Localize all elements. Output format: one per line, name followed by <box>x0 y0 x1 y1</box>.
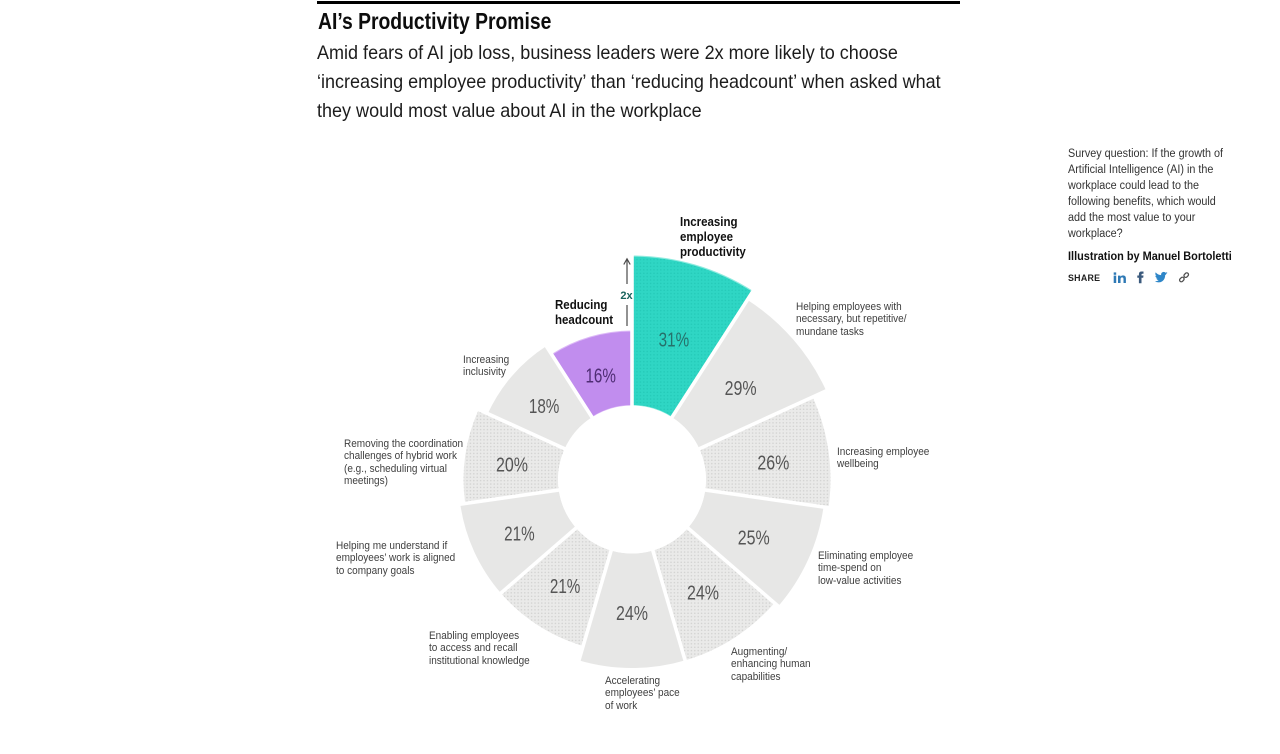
svg-text:29%: 29% <box>725 377 757 400</box>
svg-text:18%: 18% <box>529 395 560 418</box>
svg-text:24%: 24% <box>687 581 719 604</box>
svg-text:31%: 31% <box>659 328 690 351</box>
svg-text:21%: 21% <box>550 575 581 598</box>
svg-text:20%: 20% <box>496 454 528 477</box>
svg-text:24%: 24% <box>616 602 648 625</box>
svg-text:21%: 21% <box>504 522 535 545</box>
svg-text:2x: 2x <box>620 290 633 302</box>
svg-text:25%: 25% <box>738 527 770 550</box>
svg-text:26%: 26% <box>757 452 789 475</box>
svg-text:16%: 16% <box>585 364 616 387</box>
